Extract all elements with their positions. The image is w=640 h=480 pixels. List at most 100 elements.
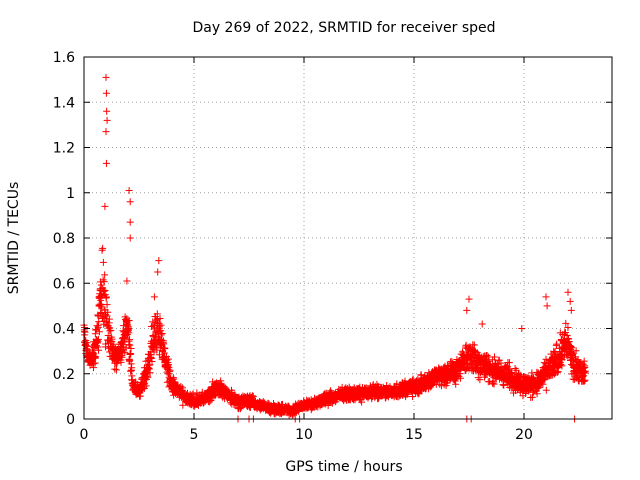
data-point <box>579 360 587 368</box>
x-tick-label: 15 <box>405 427 423 443</box>
data-point <box>103 301 111 309</box>
data-point <box>121 348 129 356</box>
data-point <box>102 293 110 301</box>
peak-point <box>566 297 574 305</box>
peak-point <box>102 128 110 136</box>
data-point <box>249 392 257 400</box>
data-point <box>92 353 100 361</box>
data-point <box>90 360 98 368</box>
y-tick-label: 1.4 <box>53 95 75 111</box>
data-point <box>581 367 589 375</box>
peak-point <box>102 73 110 81</box>
data-point <box>95 346 103 354</box>
data-point <box>125 341 133 349</box>
y-tick-label: 0.8 <box>53 231 75 247</box>
data-point <box>94 335 102 343</box>
data-point <box>528 393 536 401</box>
data-point <box>127 345 135 353</box>
data-point <box>495 356 503 364</box>
data-point <box>101 271 109 279</box>
data-point <box>111 365 119 373</box>
peak-point <box>102 159 110 167</box>
data-point <box>125 329 133 337</box>
data-point <box>542 386 550 394</box>
data-point <box>483 352 491 360</box>
data-point <box>83 339 91 347</box>
data-point <box>96 309 104 317</box>
data-point <box>562 319 570 327</box>
peak-point <box>103 116 111 124</box>
data-point <box>528 375 536 383</box>
data-point <box>541 376 549 384</box>
data-point <box>128 364 136 372</box>
y-tick-labels: 0 0.2 0.4 0.6 0.8 1 1.2 1.4 1.6 <box>53 50 75 428</box>
data-point <box>581 362 589 370</box>
grid-lines <box>84 57 612 419</box>
x-tick-label: 5 <box>190 427 199 443</box>
data-point <box>485 357 493 365</box>
data-point <box>158 330 166 338</box>
data-point <box>471 348 479 356</box>
data-point <box>97 281 105 289</box>
y-tick-label: 1 <box>66 186 75 202</box>
data-point <box>144 373 152 381</box>
data-point <box>557 360 565 368</box>
data-point <box>189 390 197 398</box>
data-point <box>155 323 163 331</box>
data-point <box>500 381 508 389</box>
data-point <box>558 362 566 370</box>
data-point <box>108 335 116 343</box>
data-point <box>581 376 589 384</box>
peak-point <box>150 293 158 301</box>
data-points <box>80 73 589 423</box>
peak-point <box>103 107 111 115</box>
data-point <box>91 359 99 367</box>
data-point <box>156 315 164 323</box>
data-point <box>147 354 155 362</box>
data-point <box>505 359 513 367</box>
peak-point <box>125 186 133 194</box>
data-point <box>533 390 541 398</box>
peak-point <box>101 202 109 210</box>
peak-point <box>518 325 526 332</box>
peak-point <box>155 257 163 265</box>
peak-point <box>465 295 473 303</box>
data-point <box>99 258 107 266</box>
data-point <box>166 366 174 374</box>
data-point <box>112 366 120 374</box>
data-point <box>125 317 133 325</box>
peak-point <box>564 288 572 296</box>
data-point <box>567 343 575 351</box>
data-point <box>161 345 169 353</box>
data-point <box>436 380 444 388</box>
chart-title: Day 269 of 2022, SRMTID for receiver spe… <box>192 20 495 36</box>
peak-point <box>123 277 131 285</box>
x-tick-label: 20 <box>515 427 533 443</box>
data-point <box>94 324 102 332</box>
peak-point <box>478 320 486 328</box>
data-point <box>117 358 125 366</box>
peak-point <box>543 302 551 310</box>
data-point <box>100 278 108 286</box>
x-tick-label: 10 <box>295 427 313 443</box>
y-tick-label: 1.6 <box>53 50 75 66</box>
data-point <box>106 327 114 335</box>
peak-point <box>463 306 471 314</box>
y-tick-label: 0.2 <box>53 367 75 383</box>
data-point <box>146 369 154 377</box>
data-point <box>476 376 484 384</box>
data-point <box>580 377 588 385</box>
data-point <box>127 367 135 375</box>
peak-point <box>126 218 134 226</box>
x-tick-label: 0 <box>80 427 89 443</box>
data-point <box>142 382 150 390</box>
data-point <box>143 372 151 380</box>
data-point <box>563 331 571 339</box>
data-point <box>105 315 113 323</box>
y-tick-label: 0.6 <box>53 276 75 292</box>
data-point <box>511 364 519 372</box>
data-point <box>457 374 465 382</box>
data-point <box>104 308 112 316</box>
data-point <box>553 368 561 376</box>
